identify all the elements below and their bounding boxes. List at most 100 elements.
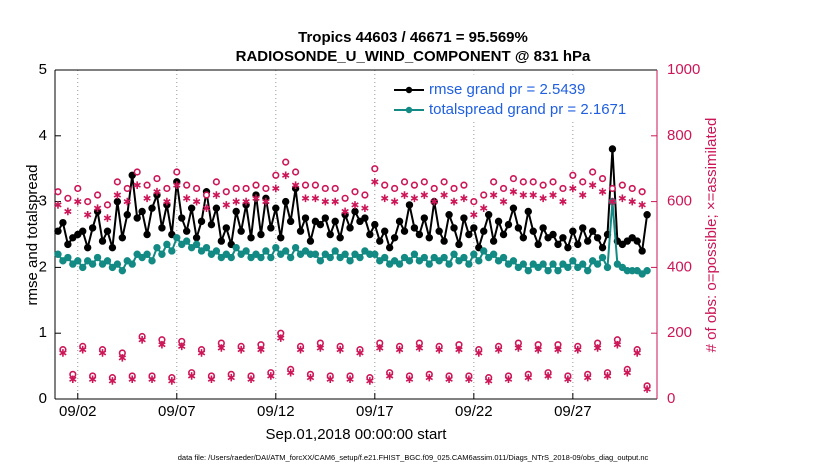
point <box>222 250 230 258</box>
asterisk-marker <box>425 373 433 382</box>
asterisk-marker <box>316 344 325 352</box>
point <box>643 266 651 275</box>
asterisk-marker <box>74 197 82 206</box>
point <box>415 257 424 265</box>
point <box>79 227 87 235</box>
asterisk-marker <box>262 197 270 206</box>
point <box>247 234 255 242</box>
point <box>376 237 384 245</box>
point <box>182 237 191 245</box>
asterisk-marker <box>148 375 156 384</box>
asterisk-marker <box>182 194 191 203</box>
asterisk-marker <box>415 344 424 352</box>
point <box>390 257 399 265</box>
asterisk-marker <box>395 345 404 354</box>
chart-title: Tropics 44603 / 46671 = 95.569% <box>298 29 528 46</box>
y2-tick-label: 1000 <box>667 61 700 78</box>
y-tick-label: 3 <box>39 193 47 210</box>
point <box>143 230 151 239</box>
y-tick-label: 5 <box>39 61 47 78</box>
point <box>202 243 211 252</box>
point <box>301 214 310 222</box>
point <box>262 247 270 255</box>
asterisk-marker <box>227 373 235 382</box>
asterisk-marker <box>564 375 572 384</box>
point <box>603 263 612 272</box>
point <box>79 263 87 272</box>
point <box>564 243 572 252</box>
asterisk-marker <box>385 372 394 380</box>
x-tick-label: 09/12 <box>257 403 295 420</box>
asterisk-marker <box>281 171 290 180</box>
point <box>118 266 127 275</box>
point <box>445 211 453 219</box>
point <box>504 260 513 268</box>
point <box>430 253 438 262</box>
point <box>316 257 325 265</box>
point <box>420 253 429 262</box>
asterisk-marker <box>143 194 151 203</box>
point <box>460 214 468 222</box>
point <box>286 217 295 226</box>
point <box>638 188 646 196</box>
asterisk-marker <box>519 191 528 199</box>
point <box>321 184 329 193</box>
point <box>569 257 577 265</box>
legend-label: rmse grand pr = 2.5439 <box>429 81 585 98</box>
point <box>212 204 221 212</box>
point <box>499 184 508 193</box>
asterisk-marker <box>173 181 181 189</box>
point <box>321 214 330 222</box>
point <box>158 224 166 232</box>
point <box>98 237 107 245</box>
y-tick-label: 2 <box>39 258 47 275</box>
asterisk-marker <box>93 204 102 212</box>
point <box>316 220 325 229</box>
point <box>598 243 607 252</box>
point <box>509 174 518 183</box>
asterisk-marker <box>133 181 141 189</box>
asterisk-marker <box>336 345 344 354</box>
point <box>410 250 419 258</box>
asterisk-marker <box>638 201 646 209</box>
point <box>395 260 404 268</box>
asterisk-marker <box>153 187 161 196</box>
point <box>113 197 122 206</box>
point <box>460 181 468 189</box>
point <box>371 250 379 258</box>
point <box>123 257 131 265</box>
asterisk-marker <box>593 344 602 352</box>
legend-marker <box>405 106 413 114</box>
point <box>133 168 141 176</box>
point <box>450 224 458 232</box>
asterisk-marker <box>613 340 622 349</box>
asterisk-marker <box>603 372 612 380</box>
asterisk-marker <box>445 375 453 384</box>
point <box>277 234 285 242</box>
point <box>311 181 320 189</box>
asterisk-marker <box>494 345 503 354</box>
legend-label: totalspread grand pr = 2.1671 <box>429 101 626 118</box>
asterisk-marker <box>430 197 438 206</box>
point <box>54 250 62 258</box>
asterisk-marker <box>232 197 240 206</box>
asterisk-marker <box>158 340 166 349</box>
point <box>301 247 310 255</box>
x-axis-label: Sep.01,2018 00:00:00 start <box>266 426 448 443</box>
point <box>465 230 473 239</box>
legend-box <box>387 74 653 122</box>
point <box>192 240 201 249</box>
point <box>435 227 443 235</box>
point <box>232 184 240 193</box>
asterisk-marker <box>455 345 463 354</box>
point <box>494 257 503 265</box>
y-tick-label: 1 <box>39 324 47 341</box>
point <box>494 217 503 226</box>
point <box>455 240 463 249</box>
point <box>588 257 597 265</box>
point <box>574 240 582 249</box>
point <box>351 188 359 196</box>
asterisk-marker <box>88 375 97 384</box>
y-axis-label: rmse and totalspread <box>24 165 41 306</box>
point <box>346 257 354 265</box>
